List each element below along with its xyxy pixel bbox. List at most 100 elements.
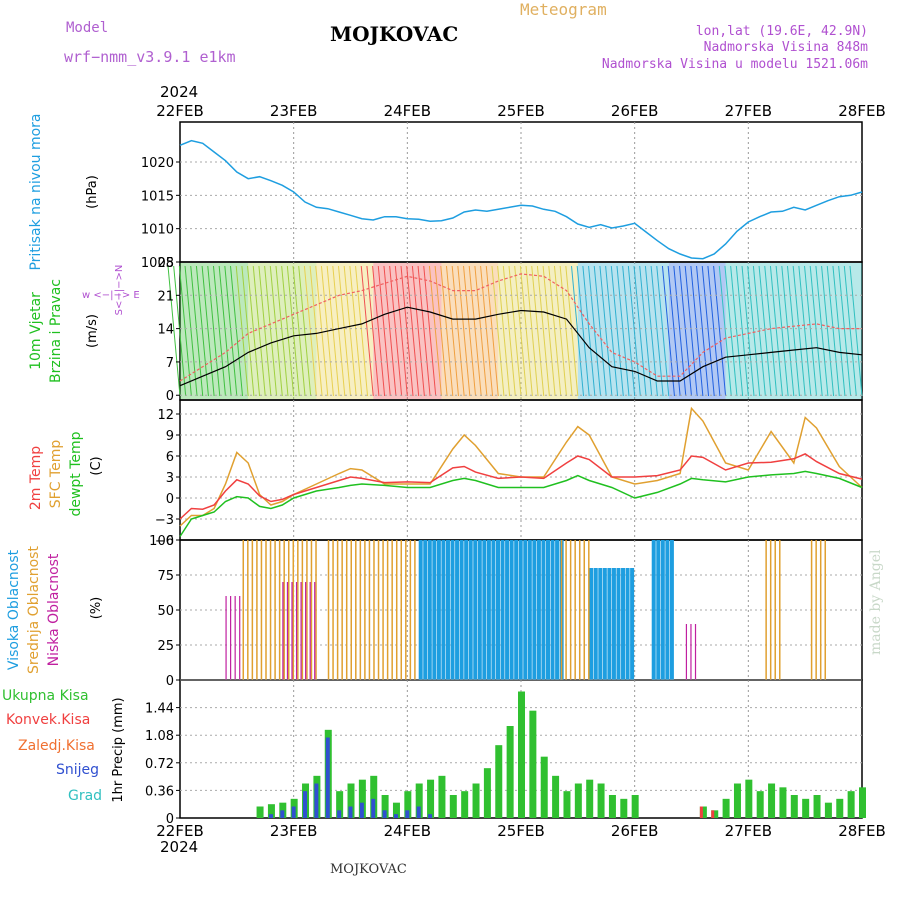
- y-tick-label: 12: [157, 408, 174, 423]
- high-cloud-bar: [555, 540, 560, 680]
- precip-snow-bar: [303, 791, 308, 818]
- high-cloud-bar: [616, 568, 621, 680]
- wind-barb: [656, 265, 670, 397]
- y-tick-label: 7: [166, 356, 174, 371]
- cloud-axis-title-1: Visoka Oblacnost: [6, 549, 22, 670]
- precip-legend-hail: Grad: [68, 788, 102, 804]
- mid-cloud-bar: [391, 540, 393, 680]
- y-tick-label: 1005: [141, 256, 174, 271]
- mid-cloud-bar: [242, 540, 245, 680]
- wind-barb: [821, 265, 835, 397]
- precip-total-bar: [631, 795, 639, 818]
- precip-total-bar: [574, 783, 582, 818]
- mid-cloud-bar: [306, 540, 308, 680]
- precip-total-bar: [756, 791, 764, 818]
- high-cloud-bar: [486, 540, 491, 680]
- mid-cloud-bar: [247, 540, 249, 680]
- wind-barb: [792, 265, 806, 397]
- wind-barb: [758, 265, 772, 397]
- high-cloud-bar: [509, 540, 514, 680]
- high-cloud-bar: [468, 540, 473, 680]
- mid-cloud-bar: [569, 540, 572, 680]
- mid-cloud-bar: [583, 540, 586, 680]
- panel-frame-1: [179, 261, 863, 401]
- high-cloud-bar: [495, 540, 500, 680]
- y-tick-label: −6: [155, 534, 174, 549]
- wind-barb: [610, 265, 624, 397]
- wind-barb: [298, 265, 312, 397]
- wind-barb: [315, 265, 329, 397]
- high-cloud-bar: [589, 568, 594, 680]
- high-cloud-bar: [473, 540, 478, 680]
- mid-cloud-bar: [287, 540, 290, 680]
- precip-total-bar: [597, 783, 605, 818]
- mid-cloud-bar: [359, 540, 362, 680]
- high-cloud-bar: [625, 568, 630, 680]
- mid-cloud-bar: [368, 540, 371, 680]
- wind-barb: [389, 265, 403, 397]
- panel-frame-3: [179, 539, 863, 681]
- mid-cloud-bar: [588, 540, 590, 680]
- mid-cloud-bar: [327, 540, 330, 680]
- precip-total-bar: [347, 783, 355, 818]
- wind-barb: [366, 265, 380, 397]
- low-cloud-bar: [685, 624, 688, 680]
- low-cloud-bar: [305, 582, 307, 680]
- precip-total-bar: [336, 791, 344, 818]
- high-cloud-bar: [423, 540, 428, 680]
- wind-barb: [718, 265, 732, 397]
- mid-cloud-bar: [765, 540, 767, 680]
- high-cloud-bar: [491, 540, 496, 680]
- wind-barb: [468, 265, 482, 397]
- wind-barb: [173, 265, 187, 397]
- high-cloud-bar: [527, 540, 532, 680]
- y-tick-label: 0.72: [145, 757, 174, 772]
- wind-barb: [417, 265, 431, 397]
- mid-cloud-bar: [274, 540, 276, 680]
- precip-total-bar: [552, 775, 560, 818]
- precip-snow-bar: [314, 783, 319, 818]
- wind-unit-label: (m/s): [85, 314, 100, 348]
- wind-barb: [622, 265, 636, 397]
- y-tick-label: 1020: [141, 156, 174, 171]
- high-cloud-bar: [559, 540, 564, 680]
- product-title: Meteogram: [520, 0, 607, 19]
- precip-legend-freezing: Zaledj.Kisa: [18, 738, 95, 754]
- precip-total-bar: [790, 795, 798, 818]
- precip-total-bar: [415, 783, 423, 818]
- mid-cloud-bar: [315, 540, 317, 680]
- precip-total-bar: [859, 787, 866, 818]
- wind-barb: [372, 265, 386, 397]
- precip-total-bar: [711, 810, 719, 818]
- wind-barb: [713, 265, 727, 397]
- temp2m-line: [179, 453, 863, 520]
- x-tick-label-bottom: 23FEB: [270, 822, 317, 840]
- wind-barb: [474, 265, 488, 397]
- wind-barb-field: [441, 263, 499, 399]
- wind-barb: [292, 265, 306, 397]
- mid-cloud-bar: [283, 540, 285, 680]
- precip-total-bar: [256, 806, 264, 818]
- y-tick-label: 100: [149, 534, 174, 549]
- mid-cloud-bar: [409, 540, 412, 680]
- wind-barb: [167, 265, 181, 397]
- y-tick-label: 3: [166, 471, 174, 486]
- precip-total-bar: [290, 798, 298, 818]
- precip-snow-bar: [280, 810, 285, 818]
- temp-axis-title-3: dewpt Temp: [68, 431, 84, 516]
- wind-barb: [798, 265, 812, 397]
- y-tick-label: 0: [166, 492, 174, 507]
- precip-snow-bar: [337, 810, 342, 818]
- mid-cloud-bar: [395, 540, 398, 680]
- high-cloud-bar: [602, 568, 607, 680]
- precip-total-bar: [620, 798, 628, 818]
- precip-snow-bar: [325, 737, 330, 818]
- precip-total-bar: [768, 783, 776, 818]
- precip-unit-label: 1hr Precip (mm): [111, 697, 126, 802]
- low-cloud-bar: [309, 582, 311, 680]
- wind-barb: [690, 265, 704, 397]
- wind-barb: [696, 265, 710, 397]
- wind-barb-field: [248, 263, 317, 399]
- year-top: 2024: [160, 83, 199, 101]
- cloud-unit-label: (%): [89, 597, 104, 620]
